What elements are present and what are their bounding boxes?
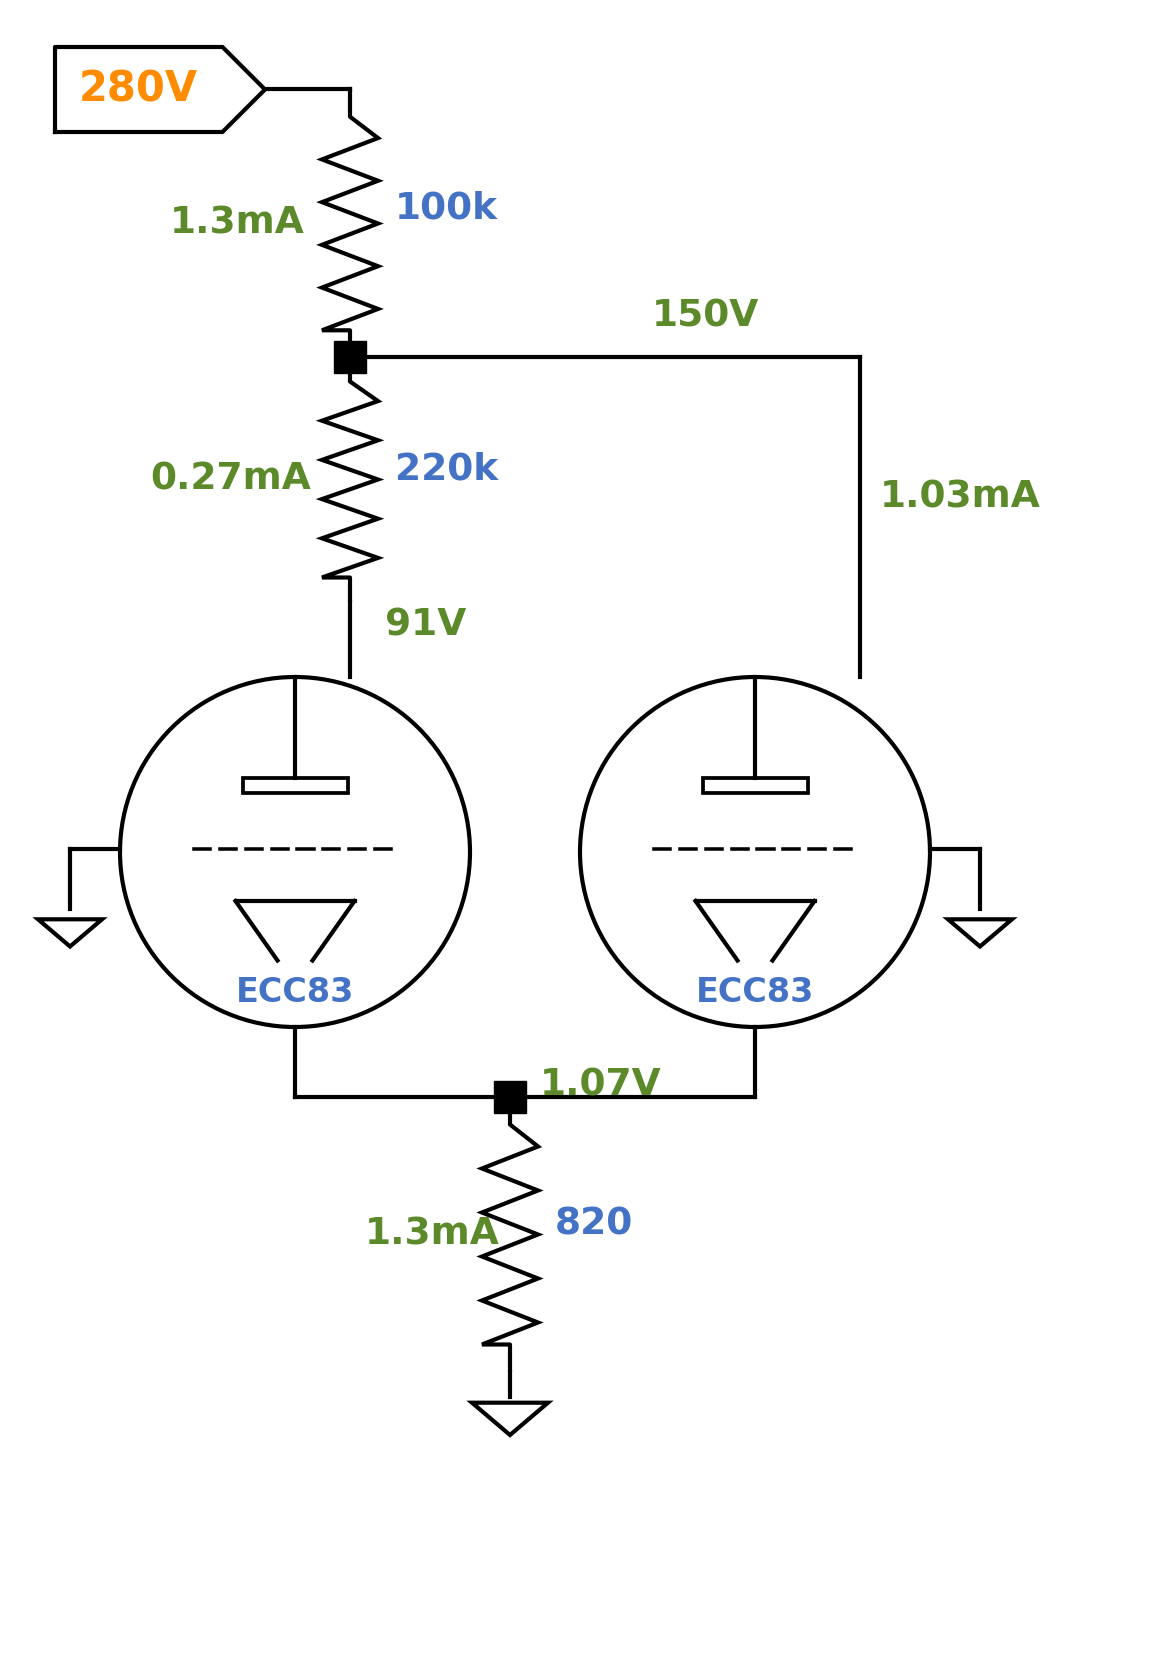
Bar — [242, 778, 347, 793]
Text: 100k: 100k — [395, 191, 498, 226]
Text: 280V: 280V — [80, 68, 198, 110]
Text: 91V: 91V — [385, 607, 467, 643]
Text: 1.3mA: 1.3mA — [365, 1217, 500, 1253]
Bar — [333, 341, 366, 372]
Text: 0.27mA: 0.27mA — [150, 462, 311, 497]
Text: 1.3mA: 1.3mA — [170, 206, 304, 241]
Text: 820: 820 — [555, 1207, 633, 1243]
Text: 220k: 220k — [395, 452, 498, 487]
Text: ECC83: ECC83 — [236, 976, 355, 1009]
Bar — [702, 778, 807, 793]
Text: 1.03mA: 1.03mA — [880, 479, 1041, 515]
Text: ECC83: ECC83 — [696, 976, 814, 1009]
Bar — [494, 1080, 526, 1114]
Text: 150V: 150V — [652, 299, 758, 336]
Text: 1.07V: 1.07V — [541, 1067, 661, 1104]
